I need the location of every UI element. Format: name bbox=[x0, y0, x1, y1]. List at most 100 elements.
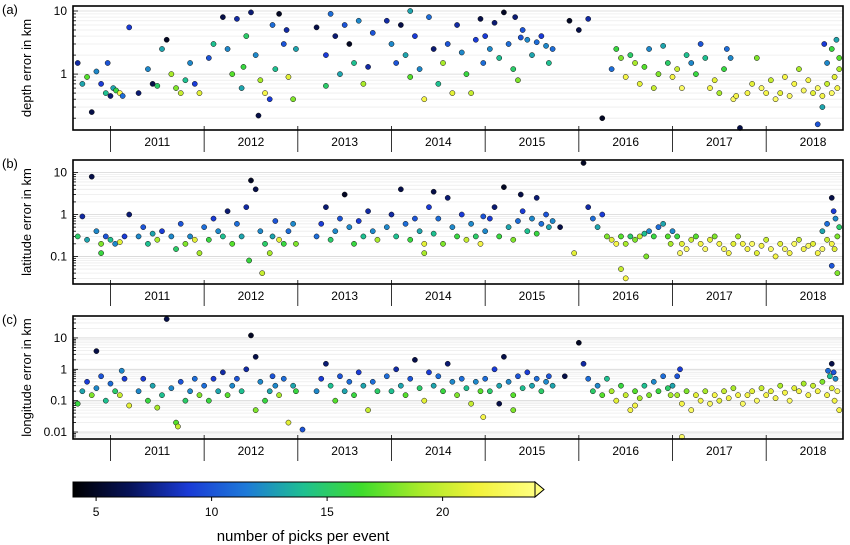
data-point bbox=[519, 385, 526, 392]
data-point bbox=[608, 66, 615, 72]
data-point bbox=[786, 93, 793, 99]
data-point bbox=[832, 215, 839, 222]
data-point bbox=[79, 388, 86, 395]
data-point bbox=[323, 360, 329, 367]
data-point bbox=[546, 373, 552, 380]
data-point bbox=[430, 46, 437, 52]
plot-frame bbox=[72, 315, 844, 440]
data-point bbox=[674, 373, 681, 380]
data-point bbox=[145, 240, 151, 247]
data-point bbox=[828, 46, 835, 52]
data-point bbox=[318, 220, 325, 227]
data-point bbox=[800, 87, 807, 94]
data-point bbox=[126, 211, 133, 218]
data-point bbox=[159, 392, 165, 398]
data-point bbox=[725, 250, 732, 256]
data-point bbox=[290, 382, 296, 389]
data-point bbox=[669, 74, 676, 80]
data-point bbox=[313, 388, 320, 395]
x-tick-label: 2014 bbox=[425, 135, 452, 149]
data-point bbox=[88, 109, 95, 115]
data-point bbox=[819, 104, 826, 110]
data-point bbox=[355, 369, 362, 376]
data-point bbox=[187, 60, 193, 66]
data-point bbox=[529, 215, 535, 222]
data-point bbox=[643, 253, 650, 260]
data-point bbox=[280, 41, 287, 47]
data-point bbox=[98, 250, 104, 256]
data-point bbox=[646, 46, 652, 52]
data-point bbox=[650, 378, 657, 385]
data-point bbox=[257, 77, 264, 84]
data-point bbox=[440, 60, 446, 66]
data-point bbox=[234, 220, 240, 227]
data-point bbox=[679, 85, 685, 91]
data-point bbox=[269, 22, 276, 28]
data-point bbox=[782, 389, 788, 396]
x-axis: 2011 2012 2013 2014 2015 2016 2017 2018 bbox=[110, 126, 827, 152]
data-point bbox=[283, 27, 290, 33]
data-point bbox=[739, 400, 746, 407]
data-point bbox=[482, 33, 489, 39]
data-point bbox=[259, 270, 266, 276]
data-point bbox=[266, 388, 273, 395]
data-point bbox=[529, 52, 535, 58]
data-point bbox=[398, 22, 404, 28]
data-point bbox=[107, 380, 114, 387]
panel-label: (c) bbox=[2, 312, 17, 327]
data-point bbox=[393, 366, 400, 373]
colorbar-tick-label: 10 bbox=[205, 505, 219, 519]
data-point bbox=[290, 220, 296, 227]
data-point bbox=[327, 11, 334, 17]
data-point bbox=[238, 388, 245, 395]
data-point bbox=[121, 233, 128, 240]
data-point bbox=[679, 400, 685, 407]
data-point bbox=[758, 385, 765, 392]
data-point bbox=[716, 240, 723, 247]
data-point bbox=[758, 242, 765, 249]
data-point bbox=[486, 46, 493, 52]
data-point bbox=[517, 191, 524, 198]
data-point bbox=[472, 233, 479, 240]
data-point bbox=[220, 233, 226, 240]
data-point bbox=[285, 228, 292, 235]
data-point bbox=[421, 397, 428, 404]
data-point bbox=[402, 52, 409, 58]
data-point bbox=[824, 392, 830, 398]
data-point bbox=[549, 46, 556, 52]
data-point bbox=[154, 236, 161, 243]
data-point bbox=[360, 382, 367, 389]
data-point bbox=[84, 236, 90, 243]
data-point bbox=[650, 85, 657, 91]
data-point bbox=[828, 194, 835, 201]
colorbar-overflow-arrow bbox=[534, 480, 545, 499]
data-point bbox=[327, 236, 334, 243]
data-point bbox=[515, 218, 521, 224]
data-point bbox=[753, 397, 760, 404]
data-point bbox=[707, 85, 713, 91]
data-point bbox=[472, 36, 479, 43]
data-point bbox=[791, 81, 798, 87]
data-point bbox=[702, 55, 709, 61]
data-point bbox=[248, 177, 254, 184]
data-point bbox=[234, 375, 240, 382]
data-point bbox=[561, 373, 568, 380]
data-point bbox=[369, 228, 376, 235]
data-point bbox=[557, 224, 563, 230]
data-point bbox=[834, 233, 841, 240]
data-point bbox=[93, 348, 100, 354]
data-point bbox=[191, 236, 198, 243]
data-point bbox=[140, 224, 147, 230]
data-point bbox=[369, 30, 376, 36]
y-tick-label: 10 bbox=[54, 4, 68, 18]
data-point bbox=[104, 60, 111, 66]
data-point bbox=[215, 388, 222, 395]
x-tick-label: 2013 bbox=[331, 135, 358, 149]
data-point bbox=[533, 375, 540, 382]
data-point bbox=[416, 66, 423, 72]
data-point bbox=[613, 240, 620, 247]
data-point bbox=[796, 66, 802, 72]
data-point bbox=[749, 240, 755, 247]
data-point bbox=[149, 81, 156, 87]
data-point bbox=[393, 233, 400, 240]
